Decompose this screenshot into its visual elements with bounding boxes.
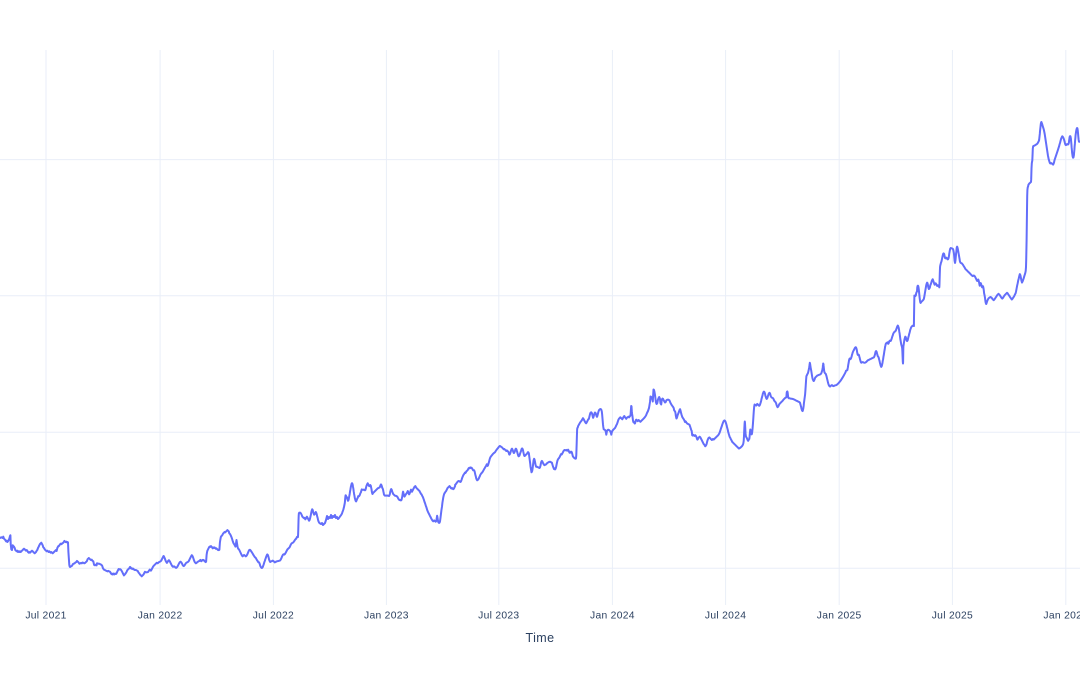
svg-text:Jul 2022: Jul 2022 [253,610,294,621]
svg-text:Time: Time [526,631,555,645]
svg-text:Jan 2022: Jan 2022 [138,610,183,621]
svg-text:Jul 2023: Jul 2023 [478,610,519,621]
svg-text:Jan 2024: Jan 2024 [590,610,635,621]
svg-text:Jul 2025: Jul 2025 [932,610,973,621]
svg-text:Jan 2023: Jan 2023 [364,610,409,621]
svg-text:Jul 2024: Jul 2024 [705,610,746,621]
svg-text:Jan 2025: Jan 2025 [817,610,862,621]
svg-text:Jan 2026: Jan 2026 [1043,610,1080,621]
svg-text:Jul 2021: Jul 2021 [25,610,66,621]
